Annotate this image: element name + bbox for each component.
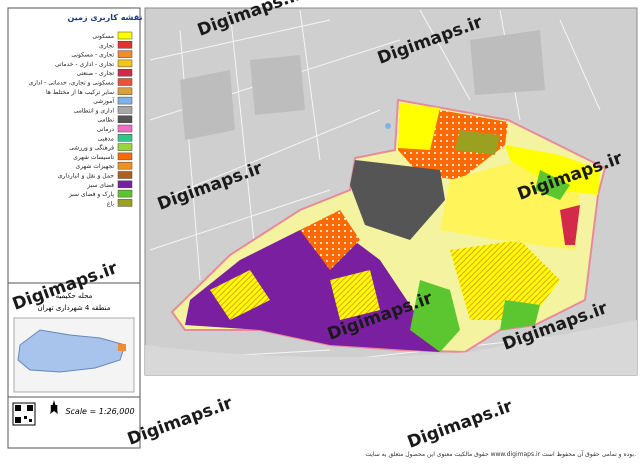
city-outline <box>17 329 126 373</box>
legend-swatch <box>117 152 133 161</box>
legend-swatch <box>117 171 133 179</box>
legend-label: درمانی <box>97 126 115 133</box>
zone <box>455 130 500 155</box>
north-arrow <box>50 400 58 414</box>
legend-swatch <box>117 106 133 114</box>
legend-swatch <box>117 50 133 58</box>
footer: حقوق مالکیت معنوی این محصول متعلق به سای… <box>365 449 636 458</box>
legend-label: فضای سبز <box>86 182 114 189</box>
legend-label: باغ <box>107 200 114 207</box>
legend-swatch <box>117 124 133 133</box>
legend-swatch <box>117 199 133 207</box>
legend-label: تجاری - اداری - خدماتی <box>55 61 114 68</box>
zone <box>450 240 560 320</box>
legend-label: تاسیسات شهری <box>73 154 114 161</box>
zone <box>500 300 540 330</box>
legend-swatch <box>117 78 133 86</box>
zone <box>410 280 460 352</box>
legend-items: مسکونی تجاری تجاری - مسکونی تجاری - اداری -… <box>29 31 133 207</box>
zone <box>210 270 380 320</box>
legend-swatch <box>117 87 133 96</box>
legend-label: تجاری <box>99 42 114 49</box>
legend-swatch <box>117 115 133 123</box>
legend-title: نقشه کاربری زمین <box>68 13 143 22</box>
zone <box>398 103 440 150</box>
zone <box>505 145 600 195</box>
legend-label: حمل و نقل و انبارداری <box>58 173 114 180</box>
legend-label: تجاری - صنعتی <box>76 70 114 77</box>
watermark: Digimaps.ir <box>125 393 236 450</box>
legend-label: سایر ترکیب ها از مختلط ها <box>46 89 114 96</box>
legend-swatch <box>117 31 133 40</box>
legend-label: پارک و فضای سبز <box>68 190 114 198</box>
zone <box>300 210 360 270</box>
legend-swatch <box>117 134 133 142</box>
neighborhood: محله حکیمیه <box>56 292 93 300</box>
legend-swatch <box>117 68 133 77</box>
zone <box>560 205 580 245</box>
locator-highlight <box>118 344 126 351</box>
legend-label: آموزشی <box>93 96 114 105</box>
district-name: منطقه 4 شهرداری تهران <box>37 304 110 312</box>
legend-swatch <box>117 143 133 151</box>
legend-label: نظامی <box>97 117 114 124</box>
qr-code <box>15 405 33 423</box>
legend-label: مذهبی <box>98 135 114 142</box>
legend-label: فرهنگی و ورزشی <box>69 144 114 152</box>
legend-label: مسکونی و تجاری، خدماتی - اداری <box>29 80 114 87</box>
legend-swatch <box>117 59 133 68</box>
zone <box>185 230 440 352</box>
blocks <box>180 30 545 140</box>
legend-label: اداری و انتظامی <box>74 107 115 114</box>
legend-swatch <box>117 41 133 49</box>
zone <box>350 160 445 240</box>
scale: Scale = 1:26,000 <box>65 407 134 416</box>
legend-swatch <box>117 161 133 170</box>
zone <box>385 123 391 129</box>
watermark: Digimaps.ir <box>405 396 516 453</box>
legend-label: مسکونی <box>92 33 114 40</box>
zone <box>535 170 570 200</box>
legend-label: تجاری - مسکونی <box>71 52 114 59</box>
legend-swatch <box>117 189 133 198</box>
legend-swatch <box>117 180 133 189</box>
lower-area <box>145 320 637 375</box>
legend-label: تجهیزات شهری <box>76 163 115 170</box>
legend-swatch <box>117 96 133 105</box>
